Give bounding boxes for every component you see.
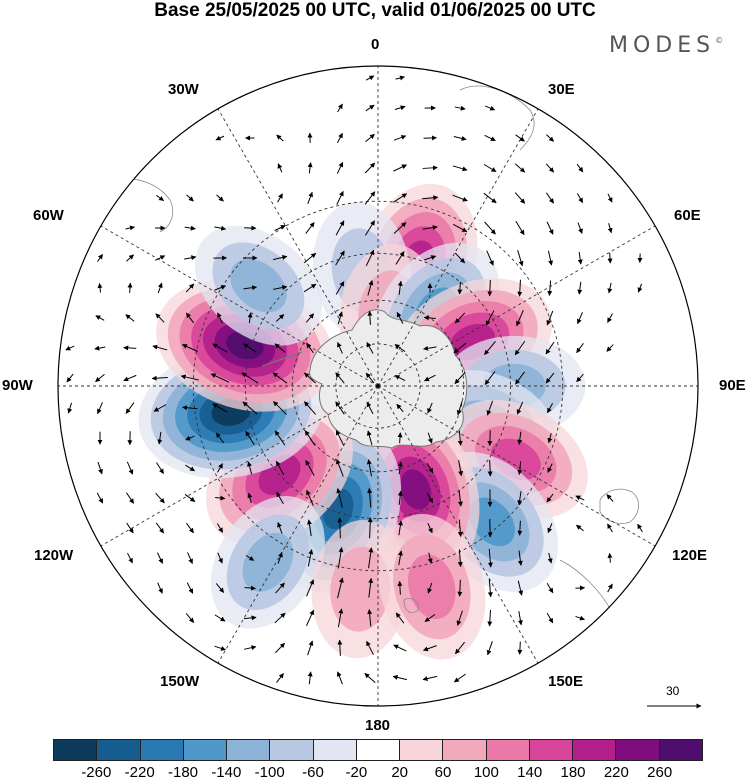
colorbar-swatch <box>400 740 443 760</box>
colorbar-tick-label: -180 <box>168 764 198 781</box>
colorbar-tick-label: -20 <box>345 764 367 781</box>
colorbar-tick-label: -260 <box>81 764 111 781</box>
wind-vector-arrow <box>610 253 611 263</box>
reference-vector: 30 <box>645 684 705 714</box>
lon-label-150e: 150E <box>548 674 583 690</box>
wind-vector-arrow <box>340 518 341 538</box>
wind-vector-arrow <box>130 283 131 293</box>
lon-label-120e: 120E <box>672 548 707 564</box>
colorbar-swatch <box>443 740 486 760</box>
lon-label-60e: 60E <box>674 208 701 224</box>
lon-label-30w: 30W <box>168 82 199 98</box>
wind-vector-arrow <box>244 228 256 229</box>
colorbar-swatch <box>660 740 702 760</box>
colorbar-swatch <box>270 740 313 760</box>
colorbar-tick-label: -100 <box>255 764 285 781</box>
lon-label-30e: 30E <box>548 82 575 98</box>
lon-label-0: 0 <box>371 37 379 53</box>
reference-arrow-icon <box>645 684 705 714</box>
colorbar-swatch <box>184 740 227 760</box>
colorbar <box>53 739 703 761</box>
colorbar-ticks: -260 -220 -180 -140 -100 -60 -20 20 60 100 140 180 2… <box>0 764 750 784</box>
wind-vector-arrow <box>520 642 521 655</box>
lon-label-180: 180 <box>365 718 390 734</box>
south-pole-marker <box>376 384 380 388</box>
colorbar-swatch <box>573 740 616 760</box>
colorbar-tick-label: 140 <box>517 764 542 781</box>
lon-label-150w: 150W <box>160 674 199 690</box>
colorbar-tick-label: 100 <box>474 764 499 781</box>
colorbar-tick-label: -220 <box>125 764 155 781</box>
colorbar-tick-label: -60 <box>302 764 324 781</box>
lon-label-90e: 90E <box>719 378 746 394</box>
polar-stereographic-map <box>0 0 750 735</box>
colorbar-swatch <box>141 740 184 760</box>
colorbar-swatch <box>54 740 97 760</box>
lon-label-120w: 120W <box>34 548 73 564</box>
colorbar-tick-label: 260 <box>647 764 672 781</box>
colorbar-tick-label: -140 <box>211 764 241 781</box>
colorbar-swatch <box>357 740 400 760</box>
lon-label-60w: 60W <box>33 208 64 224</box>
wind-vector-arrow <box>490 460 491 476</box>
lon-label-90w: 90W <box>2 378 33 394</box>
colorbar-swatch <box>487 740 530 760</box>
colorbar-tick-label: 180 <box>560 764 585 781</box>
colorbar-tick-label: 220 <box>604 764 629 781</box>
colorbar-swatch <box>97 740 140 760</box>
colorbar-swatch <box>227 740 270 760</box>
colorbar-swatch <box>530 740 573 760</box>
colorbar-swatch <box>314 740 357 760</box>
colorbar-tick-label: 20 <box>391 764 408 781</box>
colorbar-swatch <box>616 740 659 760</box>
colorbar-tick-label: 60 <box>435 764 452 781</box>
